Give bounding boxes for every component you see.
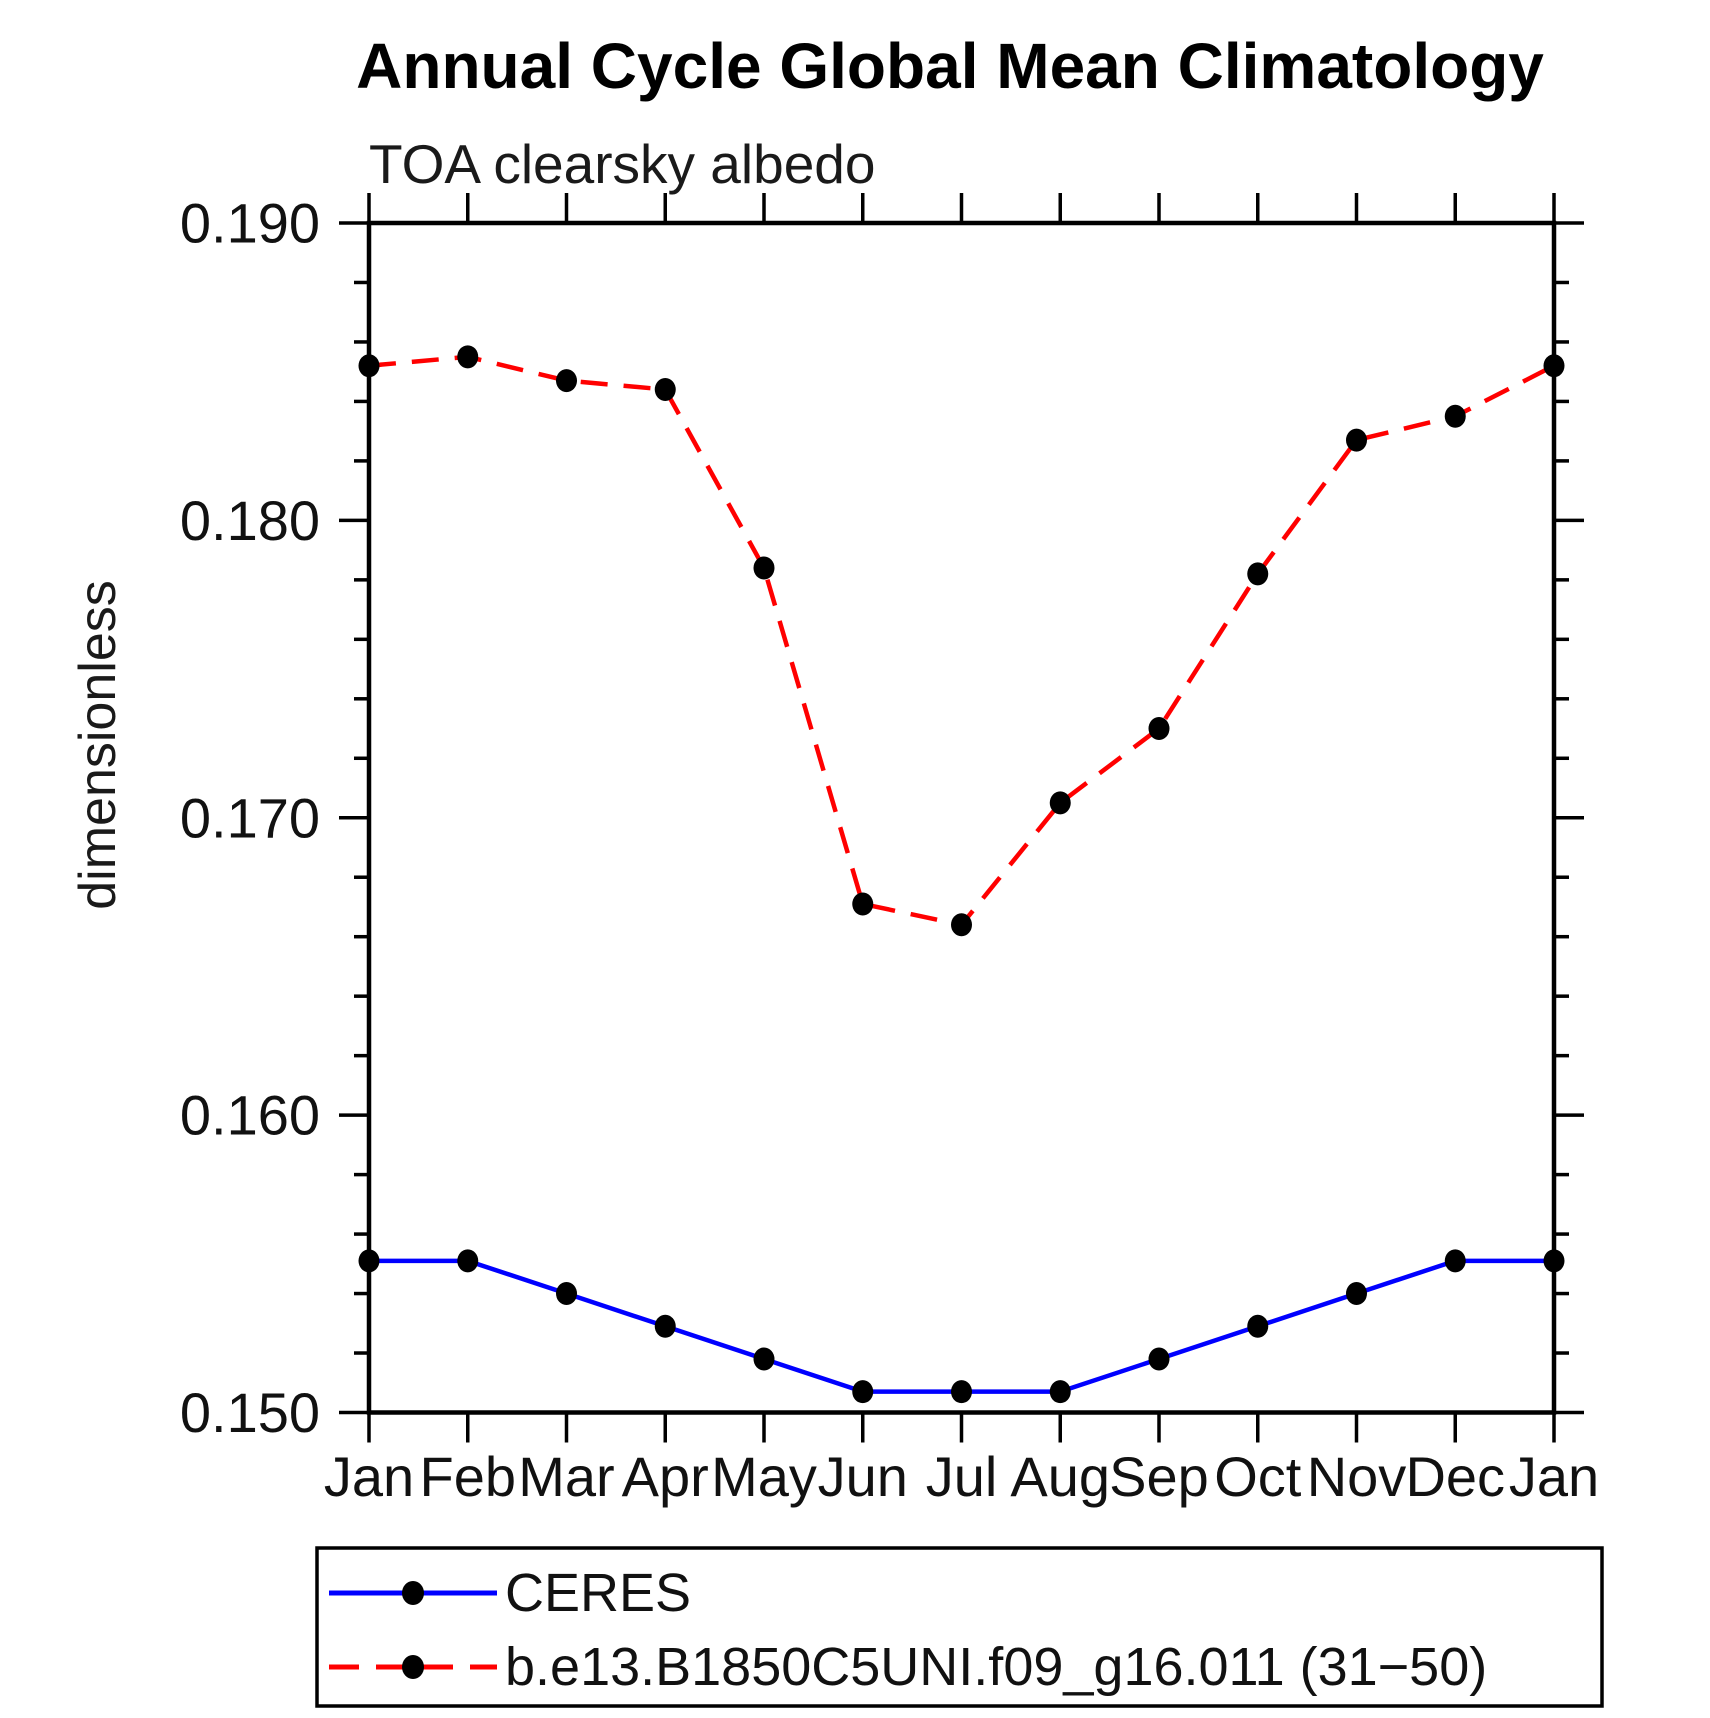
data-point — [753, 1347, 775, 1371]
x-tick-label: Apr — [622, 1445, 709, 1508]
data-point — [1049, 1380, 1071, 1404]
y-tick-label: 0.180 — [180, 489, 320, 552]
x-tick-label: Jan — [324, 1445, 414, 1508]
x-tick-label: Jun — [818, 1445, 908, 1508]
data-point — [358, 1249, 380, 1273]
data-point — [1049, 791, 1071, 815]
data-point — [1543, 1249, 1565, 1273]
data-point — [556, 1282, 577, 1306]
data-point — [951, 913, 972, 937]
data-point — [1444, 1249, 1466, 1273]
data-point — [457, 1249, 479, 1273]
x-tick-label: Jul — [926, 1445, 998, 1508]
data-point — [1346, 1282, 1367, 1306]
data-point — [358, 354, 380, 378]
data-point — [852, 1380, 874, 1404]
y-tick-label: 0.170 — [180, 786, 320, 849]
data-point — [1346, 428, 1367, 452]
legend-label-model: b.e13.B1850C5UNI.f09_g16.011 (31−50) — [505, 1637, 1487, 1697]
x-tick-label: May — [711, 1445, 817, 1508]
data-point — [1247, 562, 1269, 586]
data-point — [951, 1380, 972, 1404]
legend-entry-model: b.e13.B1850C5UNI.f09_g16.011 (31−50) — [329, 1637, 1487, 1697]
x-tick-label: Sep — [1109, 1445, 1209, 1508]
x-tick-label: Dec — [1405, 1445, 1505, 1508]
x-tick-label: Feb — [420, 1445, 517, 1508]
legend-box: CERES b.e13.B1850C5UNI.f09_g16.011 (31−5… — [315, 1546, 1604, 1708]
data-point — [654, 1314, 676, 1338]
data-point — [1148, 1347, 1170, 1371]
x-tick-label: Aug — [1010, 1445, 1110, 1508]
plot-frame — [366, 220, 1557, 1415]
series-line-b.e13.b1850c5uni.f09_g16.011 — [368, 354, 1556, 928]
data-point — [457, 345, 479, 369]
x-tick-label: Jan — [1509, 1445, 1599, 1508]
legend-entry-ceres: CERES — [329, 1563, 691, 1623]
data-point — [1444, 404, 1466, 428]
data-point — [1148, 717, 1170, 741]
chart-subtitle: TOA clearsky albedo — [369, 133, 875, 195]
legend-marker-icon — [402, 1655, 424, 1679]
series-line-ceres — [369, 1258, 1554, 1394]
y-axis-title: dimensionless — [69, 580, 127, 910]
y-tick-label: 0.160 — [180, 1084, 320, 1147]
y-tick-label: 0.150 — [180, 1381, 320, 1444]
legend-border — [315, 1546, 1604, 1708]
axes-layer: Jan Feb Mar Apr May Jun Jul Aug Sep Oct Nov Dec Jan0… — [180, 192, 1599, 1509]
data-point — [852, 892, 874, 916]
x-tick-label: Nov — [1307, 1445, 1407, 1508]
data-point — [654, 378, 676, 402]
x-tick-label: Mar — [518, 1445, 614, 1508]
x-tick-label: Oct — [1214, 1445, 1302, 1508]
data-point — [753, 556, 775, 580]
data-point — [1247, 1314, 1269, 1338]
series-layer — [358, 345, 1565, 1404]
chart-title: Annual Cycle Global Mean Climatology — [356, 30, 1544, 102]
legend-label-ceres: CERES — [505, 1563, 691, 1623]
legend-marker-icon — [402, 1581, 424, 1605]
data-point — [556, 369, 577, 393]
data-point — [1543, 354, 1565, 378]
y-tick-label: 0.190 — [180, 192, 320, 255]
